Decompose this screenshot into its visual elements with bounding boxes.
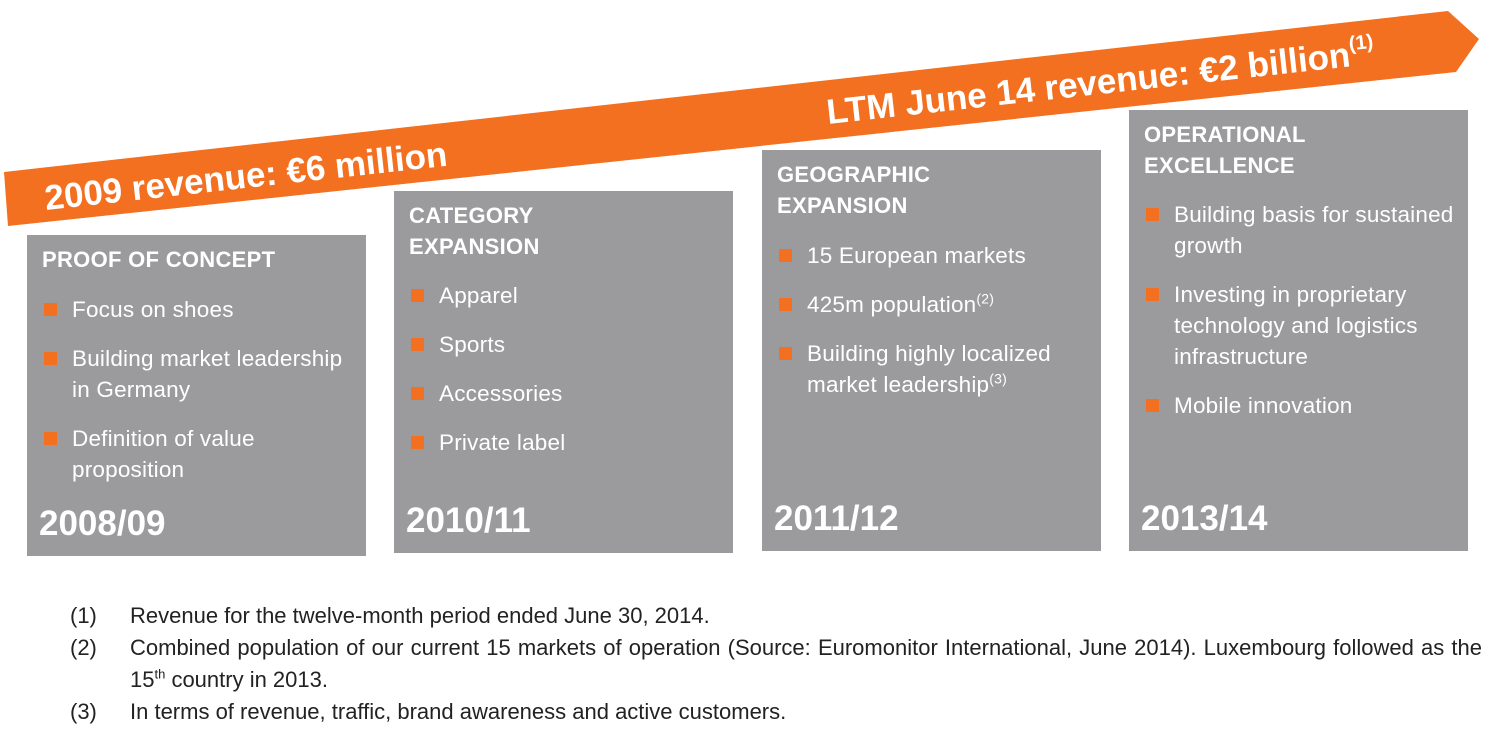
stage-title: PROOF OF CONCEPT (42, 247, 276, 272)
footnote-number: (3) (70, 699, 97, 724)
list-item-text: Apparel (439, 283, 518, 308)
list-item: Accessories (409, 378, 725, 409)
bullet-square-icon (1146, 399, 1159, 412)
footnote: (2) Combined population of our current 1… (70, 632, 1482, 696)
stage-title: OPERATIONAL EXCELLENCE (1144, 122, 1306, 178)
list-item: Definition of value proposition (42, 423, 358, 485)
list-item: Building basis for sustained growth (1144, 199, 1460, 261)
stage-title: CATEGORY EXPANSION (409, 203, 540, 259)
list-item-text: 425m population (807, 292, 977, 317)
list-item: 425m population(2) (777, 289, 1093, 320)
stage-year: 2011/12 (774, 499, 899, 538)
bullet-square-icon (44, 352, 57, 365)
stage-bullet-list: Building basis for sustained growth Inve… (1144, 199, 1460, 439)
growth-arrow: 2009 revenue: €6 million LTM June 14 rev… (4, 11, 1479, 226)
list-item-text: Building market leadership in Germany (72, 346, 343, 402)
list-item: Focus on shoes (42, 294, 358, 325)
list-item: Building market leadership in Germany (42, 343, 358, 405)
list-item: Sports (409, 329, 725, 360)
stage-year: 2013/14 (1141, 499, 1268, 538)
list-item: 15 European markets (777, 240, 1093, 271)
list-item: Apparel (409, 280, 725, 311)
stage-bullet-list: 15 European markets 425m population(2) B… (777, 240, 1093, 418)
stage-bullet-list: Focus on shoes Building market leadershi… (42, 294, 358, 503)
bullet-square-icon (44, 432, 57, 445)
end-revenue-footnote-ref: (1) (1348, 31, 1375, 56)
stage-geographic-expansion: GEOGRAPHIC EXPANSION 15 European markets… (762, 150, 1101, 551)
footnote-ref: (3) (989, 370, 1007, 387)
footnote-text: Combined population of our current 15 ma… (130, 635, 1482, 692)
stage-title: GEOGRAPHIC EXPANSION (777, 162, 931, 218)
stage-category-expansion: CATEGORY EXPANSION Apparel Sports Access… (394, 191, 733, 553)
list-item: Building highly localized market leaders… (777, 338, 1093, 400)
list-item: Private label (409, 427, 725, 458)
footnote: (3) In terms of revenue, traffic, brand … (70, 696, 1482, 728)
list-item-text: Definition of value proposition (72, 426, 255, 482)
footnotes: (1) Revenue for the twelve-month period … (70, 600, 1482, 728)
footnote-text: In terms of revenue, traffic, brand awar… (130, 699, 787, 724)
footnote-superscript: th (154, 666, 166, 682)
stage-year: 2008/09 (39, 504, 166, 543)
stage-bullet-list: Apparel Sports Accessories Private label (409, 280, 725, 476)
bullet-square-icon (779, 347, 792, 360)
footnote-number: (1) (70, 603, 97, 628)
list-item-text: Mobile innovation (1174, 393, 1353, 418)
bullet-square-icon (411, 289, 424, 302)
list-item-text: Building highly localized market leaders… (807, 341, 1051, 397)
list-item-text: Building basis for sustained growth (1174, 202, 1454, 258)
list-item: Mobile innovation (1144, 390, 1460, 421)
bullet-square-icon (1146, 208, 1159, 221)
footnote-text: Revenue for the twelve-month period ende… (130, 603, 710, 628)
footnote: (1) Revenue for the twelve-month period … (70, 600, 1482, 632)
stage-operational-excellence: OPERATIONAL EXCELLENCE Building basis fo… (1129, 110, 1468, 551)
bullet-square-icon (411, 338, 424, 351)
footnote-text-continued: country in 2013. (165, 667, 328, 692)
list-item-text: Investing in proprietary technology and … (1174, 282, 1418, 369)
list-item-text: 15 European markets (807, 243, 1026, 268)
list-item: Investing in proprietary technology and … (1144, 279, 1460, 372)
stage-year: 2010/11 (406, 501, 531, 540)
list-item-text: Accessories (439, 381, 563, 406)
bullet-square-icon (1146, 288, 1159, 301)
bullet-square-icon (779, 249, 792, 262)
bullet-square-icon (779, 298, 792, 311)
stage-proof-of-concept: PROOF OF CONCEPT Focus on shoes Building… (27, 235, 366, 556)
list-item-text: Sports (439, 332, 506, 357)
bullet-square-icon (411, 436, 424, 449)
list-item-text: Private label (439, 430, 566, 455)
bullet-square-icon (44, 303, 57, 316)
footnote-ref: (2) (976, 290, 995, 307)
footnote-number: (2) (70, 635, 97, 660)
growth-arrow-shape (4, 11, 1479, 226)
bullet-square-icon (411, 387, 424, 400)
list-item-text: Focus on shoes (72, 297, 234, 322)
